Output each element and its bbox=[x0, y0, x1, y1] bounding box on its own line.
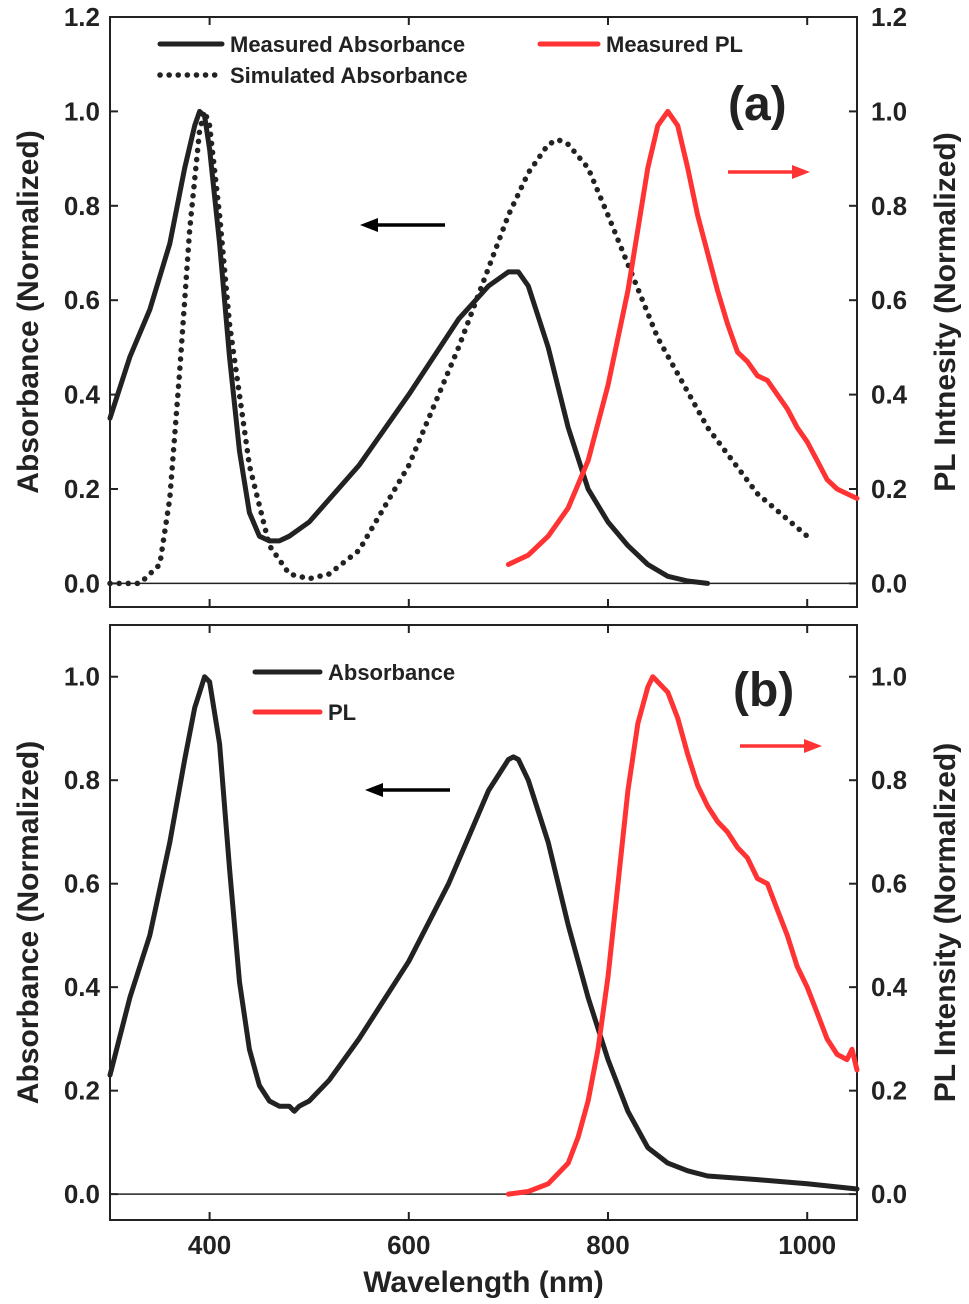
y-left-axis-title: Absorbance (Normalized) bbox=[12, 741, 45, 1104]
y-left-tick-label: 0.6 bbox=[64, 869, 100, 899]
y-left-tick-label: 0.0 bbox=[64, 568, 100, 598]
axis-arrow-head bbox=[365, 783, 383, 797]
y-right-tick-label: 1.0 bbox=[871, 96, 907, 126]
legend-label: Measured PL bbox=[606, 32, 743, 57]
y-right-tick-label: 1.2 bbox=[871, 2, 907, 32]
x-axis-title: Wavelength (nm) bbox=[363, 1266, 604, 1299]
plot-frame bbox=[109, 624, 858, 1221]
axis-arrow-head bbox=[792, 165, 810, 179]
y-right-tick-label: 0.0 bbox=[871, 568, 907, 598]
y-right-tick-label: 1.0 bbox=[871, 662, 907, 692]
y-left-tick-label: 1.0 bbox=[64, 96, 100, 126]
y-right-tick-label: 0.6 bbox=[871, 869, 907, 899]
y-right-tick-label: 0.4 bbox=[871, 972, 908, 1002]
y-right-tick-label: 0.8 bbox=[871, 191, 907, 221]
y-right-tick-label: 0.2 bbox=[871, 474, 907, 504]
panel-label: (b) bbox=[733, 664, 794, 717]
axis-arrow-head bbox=[360, 218, 378, 232]
y-left-tick-label: 0.2 bbox=[64, 1076, 100, 1106]
y-left-tick-label: 0.4 bbox=[64, 380, 101, 410]
plot-frame bbox=[109, 16, 858, 608]
series-line-absorbance bbox=[107, 674, 860, 1192]
y-right-tick-label: 0.0 bbox=[871, 1179, 907, 1209]
legend-label: Measured Absorbance bbox=[230, 32, 465, 57]
legend-label: PL bbox=[328, 700, 356, 725]
y-left-tick-label: 1.0 bbox=[64, 662, 100, 692]
y-left-tick-label: 0.0 bbox=[64, 1179, 100, 1209]
y-right-axis-title: PL Intnesity (Normalized) bbox=[929, 132, 962, 492]
x-tick-label: 1000 bbox=[778, 1230, 836, 1260]
x-tick-label: 400 bbox=[188, 1230, 231, 1260]
panel-label: (a) bbox=[728, 78, 787, 131]
y-left-tick-label: 1.2 bbox=[64, 2, 100, 32]
legend-label: Absorbance bbox=[328, 660, 455, 685]
y-right-axis-title: PL Intensity (Normalized) bbox=[929, 743, 962, 1103]
panel-b: 0.0 0.2 0.4 0.6 0.8 1.0 0.0 0.2 0.4 0.6 0.8 1.0 400 6… bbox=[12, 624, 962, 1299]
y-left-axis-title: Absorbance (Normalized) bbox=[12, 130, 45, 493]
y-right-tick-label: 0.6 bbox=[871, 285, 907, 315]
y-left-tick-label: 0.8 bbox=[64, 191, 100, 221]
y-right-tick-label: 0.8 bbox=[871, 765, 907, 795]
series-line-measured-absorbance bbox=[107, 108, 711, 586]
series-line-simulated-absorbance bbox=[107, 108, 810, 587]
y-left-tick-label: 0.2 bbox=[64, 474, 100, 504]
axis-arrow-head bbox=[804, 739, 822, 753]
y-right-tick-label: 0.4 bbox=[871, 380, 908, 410]
y-left-tick-label: 0.8 bbox=[64, 765, 100, 795]
panel-a: 0.0 0.2 0.4 0.6 0.8 1.0 1.2 0.0 0.2 0.4 0.6 0.8 1.0 1… bbox=[12, 2, 962, 608]
y-left-tick-label: 0.4 bbox=[64, 972, 101, 1002]
x-tick-label: 600 bbox=[387, 1230, 430, 1260]
series-line-pl bbox=[505, 674, 860, 1197]
y-right-tick-label: 0.2 bbox=[871, 1076, 907, 1106]
series-line-measured-pl bbox=[505, 108, 860, 567]
legend-label: Simulated Absorbance bbox=[230, 63, 468, 88]
x-tick-label: 800 bbox=[586, 1230, 629, 1260]
y-left-tick-label: 0.6 bbox=[64, 285, 100, 315]
